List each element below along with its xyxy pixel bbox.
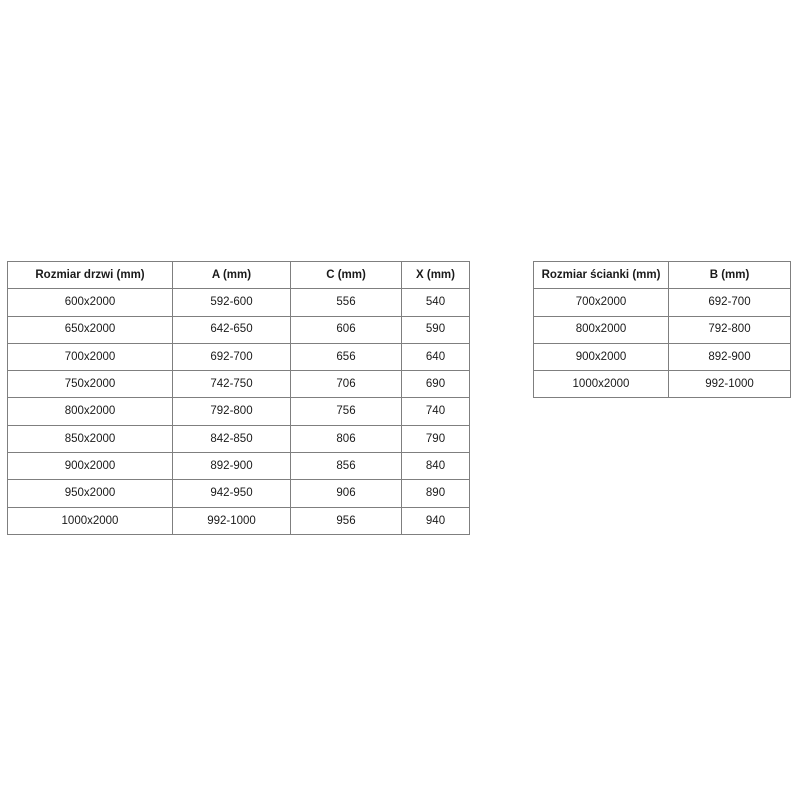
column-header-b: B (mm) <box>668 260 791 290</box>
wall-panel-size-table: Rozmiar ścianki (mm) B (mm) 700x2000 692-… <box>533 260 791 399</box>
cell-c-value: 906 <box>290 479 402 508</box>
table-row: 1000x2000 992-1000 <box>533 370 791 399</box>
cell-door-size: 600x2000 <box>7 288 173 317</box>
cell-b-value: 892-900 <box>668 342 791 372</box>
cell-a-value: 942-950 <box>172 479 291 508</box>
cell-a-value: 792-800 <box>172 397 291 426</box>
cell-c-value: 956 <box>290 506 402 535</box>
cell-x-value: 740 <box>401 397 470 426</box>
cell-door-size: 800x2000 <box>7 397 173 426</box>
cell-a-value: 642-650 <box>172 315 291 344</box>
cell-c-value: 556 <box>290 288 402 317</box>
cell-c-value: 656 <box>290 342 402 372</box>
cell-wall-size: 800x2000 <box>533 315 669 344</box>
cell-b-value: 992-1000 <box>668 370 791 399</box>
cell-x-value: 940 <box>401 506 470 535</box>
column-header-x: X (mm) <box>401 260 470 290</box>
door-size-table: Rozmiar drzwi (mm) A (mm) C (mm) X (mm) … <box>7 260 470 535</box>
table-row: 600x2000 592-600 556 540 <box>7 288 470 317</box>
table-row: 800x2000 792-800 <box>533 315 791 344</box>
column-header-a: A (mm) <box>172 260 291 290</box>
table-header-row: Rozmiar ścianki (mm) B (mm) <box>533 260 791 290</box>
cell-door-size: 650x2000 <box>7 315 173 344</box>
table-row: 950x2000 942-950 906 890 <box>7 479 470 508</box>
cell-b-value: 792-800 <box>668 315 791 344</box>
cell-door-size: 750x2000 <box>7 370 173 399</box>
cell-c-value: 756 <box>290 397 402 426</box>
cell-x-value: 590 <box>401 315 470 344</box>
cell-door-size: 700x2000 <box>7 342 173 372</box>
cell-c-value: 606 <box>290 315 402 344</box>
cell-x-value: 540 <box>401 288 470 317</box>
column-header-wall-size: Rozmiar ścianki (mm) <box>533 260 669 290</box>
cell-a-value: 742-750 <box>172 370 291 399</box>
cell-a-value: 842-850 <box>172 424 291 454</box>
table-row: 700x2000 692-700 <box>533 288 791 317</box>
cell-door-size: 900x2000 <box>7 452 173 481</box>
table-row: 900x2000 892-900 <box>533 342 791 372</box>
table-row: 750x2000 742-750 706 690 <box>7 370 470 399</box>
column-header-door-size: Rozmiar drzwi (mm) <box>7 260 173 290</box>
cell-wall-size: 900x2000 <box>533 342 669 372</box>
table-header-row: Rozmiar drzwi (mm) A (mm) C (mm) X (mm) <box>7 260 470 290</box>
table-row: 900x2000 892-900 856 840 <box>7 452 470 481</box>
cell-c-value: 856 <box>290 452 402 481</box>
table-row: 700x2000 692-700 656 640 <box>7 342 470 372</box>
cell-wall-size: 700x2000 <box>533 288 669 317</box>
cell-x-value: 790 <box>401 424 470 454</box>
cell-x-value: 640 <box>401 342 470 372</box>
table-row: 850x2000 842-850 806 790 <box>7 424 470 454</box>
cell-door-size: 850x2000 <box>7 424 173 454</box>
table-row: 1000x2000 992-1000 956 940 <box>7 506 470 535</box>
cell-x-value: 890 <box>401 479 470 508</box>
table-row: 650x2000 642-650 606 590 <box>7 315 470 344</box>
cell-a-value: 592-600 <box>172 288 291 317</box>
cell-wall-size: 1000x2000 <box>533 370 669 399</box>
cell-door-size: 950x2000 <box>7 479 173 508</box>
table-row: 800x2000 792-800 756 740 <box>7 397 470 426</box>
column-header-c: C (mm) <box>290 260 402 290</box>
cell-c-value: 806 <box>290 424 402 454</box>
cell-x-value: 690 <box>401 370 470 399</box>
cell-a-value: 892-900 <box>172 452 291 481</box>
cell-a-value: 692-700 <box>172 342 291 372</box>
cell-b-value: 692-700 <box>668 288 791 317</box>
cell-door-size: 1000x2000 <box>7 506 173 535</box>
cell-x-value: 840 <box>401 452 470 481</box>
cell-c-value: 706 <box>290 370 402 399</box>
cell-a-value: 992-1000 <box>172 506 291 535</box>
